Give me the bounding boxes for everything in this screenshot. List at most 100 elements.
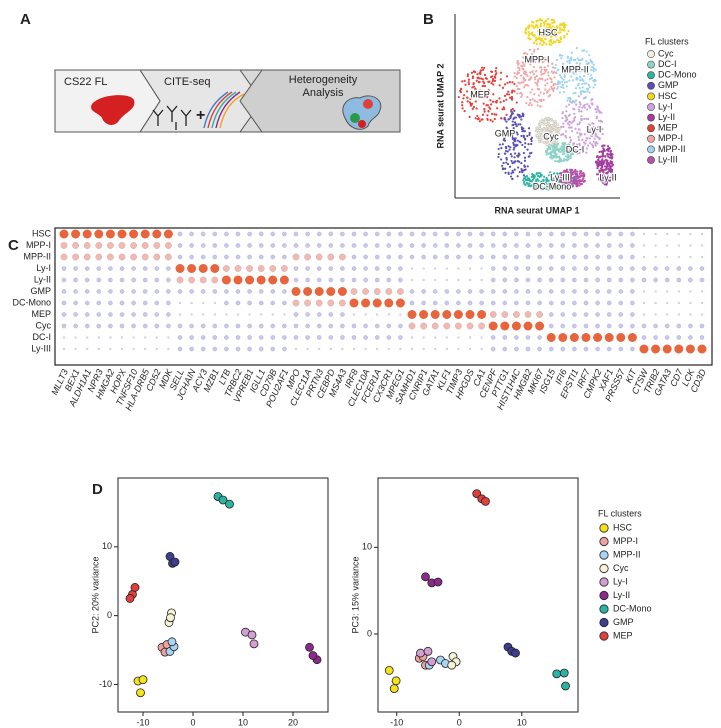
umap-cell [558,127,561,131]
umap-cell [511,135,514,139]
umap-cell [487,89,490,92]
dot [224,254,229,260]
dot [97,347,100,351]
x-axis-label: RNA seurat UMAP 1 [494,205,579,215]
dot [630,266,635,271]
dot [340,323,345,329]
umap-cell [502,100,505,103]
dot [282,323,287,329]
legend-swatch [647,124,655,133]
dot [129,229,139,239]
umap-cell [501,164,504,167]
dot [105,229,115,239]
dot [618,346,624,352]
umap-cell [503,139,507,142]
dot [618,231,624,237]
dot [59,229,69,239]
umap-cell [567,114,570,117]
umap-cell [578,172,581,175]
umap-cell [536,104,539,107]
umap-cell [511,161,514,165]
umap-cell [491,80,494,83]
dot [108,323,113,329]
x-tick-label: 0 [457,717,462,727]
umap-cell [557,177,560,181]
dot [340,243,345,248]
dot [444,231,450,237]
umap-cell [551,62,554,65]
umap-cell [562,125,565,128]
umap-cell [563,74,566,78]
umap-cell [562,179,566,182]
dot [560,289,566,294]
umap-cell [483,81,486,85]
umap-cell [562,171,565,174]
umap-cell [554,136,557,139]
umap-cell [536,37,540,41]
umap-cell [526,165,529,168]
umap-cell [520,162,523,165]
umap-cell [600,168,604,171]
dot [560,231,566,237]
point [130,583,140,592]
umap-cell [603,149,606,152]
umap-cell [574,91,577,95]
umap-cell [564,169,568,172]
umap-cell [547,130,551,134]
umap-cell [556,85,560,88]
dot [363,231,368,237]
umap-cell [600,160,603,163]
umap-cell [589,74,592,77]
dot [630,300,635,306]
umap-cell [578,175,581,178]
umap-cell [499,78,502,81]
dot [467,231,473,237]
x-tick-label: -10 [136,717,149,727]
dot [95,253,103,261]
dot [560,243,566,248]
dot [386,323,392,329]
legend-swatch [647,71,655,80]
dot [177,289,183,294]
umap-cell [519,115,523,118]
umap-cell [570,121,573,124]
dot [677,290,680,293]
dot [421,243,426,248]
umap-cell [590,134,594,138]
umap-cell [513,75,516,78]
dot [374,254,380,260]
umap-cell [480,118,483,121]
dot [225,313,228,316]
dot [177,335,183,340]
dot [572,254,577,260]
umap-cell [465,90,469,93]
dot [535,321,545,331]
dot [595,289,600,294]
umap-cell [578,184,581,187]
umap-cell [576,152,579,155]
dot [489,311,497,318]
umap-cell [510,98,514,101]
umap-cell [527,143,530,146]
umap-cell [512,141,515,145]
umap-cell [501,168,505,171]
umap-cell [482,102,485,105]
umap-cell [565,179,568,182]
umap-cell [569,152,573,155]
umap-cell [537,88,541,91]
umap-cell [576,176,580,180]
umap-cell [541,188,544,191]
dot [654,290,657,293]
umap-cell [554,120,558,123]
umap-cell [554,123,557,126]
dot [387,347,390,351]
dot [281,265,288,272]
umap-cell [550,85,553,89]
umap-cell [524,142,527,145]
umap-cell [518,170,521,174]
point [427,657,437,667]
dot [699,277,705,283]
dot [109,336,112,339]
dot [537,243,542,248]
umap-cell [557,184,560,188]
